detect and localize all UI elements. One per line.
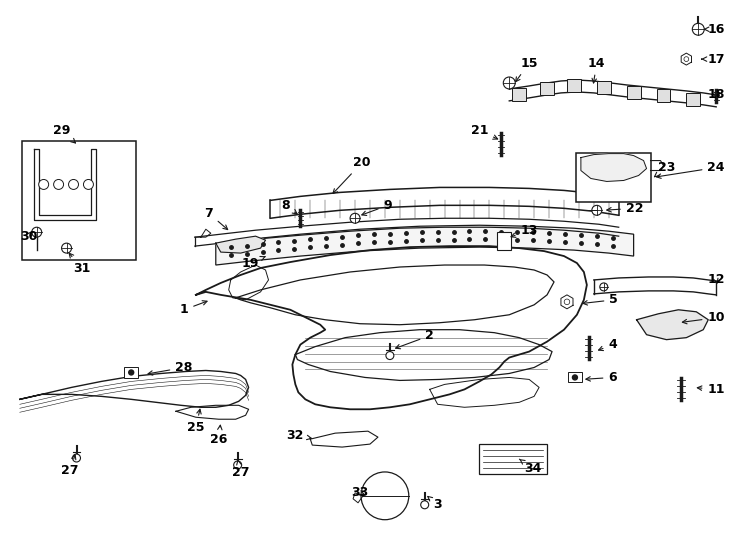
Text: 20: 20 <box>333 156 371 193</box>
Bar <box>597 81 611 94</box>
Bar <box>656 89 670 102</box>
Polygon shape <box>310 431 378 447</box>
Text: 28: 28 <box>148 361 192 375</box>
Circle shape <box>692 23 704 35</box>
Bar <box>498 232 512 250</box>
Circle shape <box>73 454 81 462</box>
Circle shape <box>504 77 515 89</box>
Polygon shape <box>20 370 249 407</box>
Text: 19: 19 <box>242 256 265 269</box>
Text: 17: 17 <box>702 52 725 65</box>
Text: 21: 21 <box>470 124 498 139</box>
Text: 11: 11 <box>697 383 725 396</box>
Circle shape <box>233 461 241 469</box>
Text: 5: 5 <box>583 293 618 306</box>
Text: 15: 15 <box>515 57 538 82</box>
Text: 1: 1 <box>180 301 207 316</box>
Polygon shape <box>636 310 708 340</box>
Bar <box>479 444 547 474</box>
Bar <box>512 88 526 101</box>
Text: 2: 2 <box>396 329 434 349</box>
Bar <box>22 140 137 260</box>
Text: 10: 10 <box>683 311 725 324</box>
Circle shape <box>600 283 608 291</box>
Polygon shape <box>561 295 573 309</box>
Circle shape <box>361 472 409 519</box>
Text: 24: 24 <box>656 161 725 178</box>
Text: 25: 25 <box>187 409 205 434</box>
Text: 3: 3 <box>428 496 442 511</box>
Bar <box>124 367 138 378</box>
Text: 32: 32 <box>287 429 311 442</box>
Text: 30: 30 <box>20 230 37 242</box>
Circle shape <box>573 375 578 380</box>
Bar <box>567 79 581 92</box>
Bar <box>540 82 554 95</box>
Circle shape <box>68 179 79 190</box>
Text: 26: 26 <box>210 425 228 446</box>
Text: 12: 12 <box>708 273 725 286</box>
Text: 14: 14 <box>588 57 606 83</box>
Bar <box>627 86 641 99</box>
Text: 22: 22 <box>607 202 644 215</box>
Text: 34: 34 <box>520 459 542 476</box>
Circle shape <box>62 243 71 253</box>
Text: 31: 31 <box>69 253 90 274</box>
Text: 9: 9 <box>362 199 392 215</box>
Circle shape <box>386 352 394 360</box>
Circle shape <box>128 370 134 375</box>
Text: 6: 6 <box>586 371 617 384</box>
Polygon shape <box>581 153 647 181</box>
Circle shape <box>84 179 93 190</box>
Circle shape <box>54 179 64 190</box>
Circle shape <box>684 57 688 62</box>
Circle shape <box>350 213 360 223</box>
Bar <box>686 93 700 106</box>
Polygon shape <box>681 53 691 65</box>
Text: 23: 23 <box>655 161 675 177</box>
Bar <box>576 153 650 202</box>
Text: 4: 4 <box>598 338 617 351</box>
Circle shape <box>39 179 48 190</box>
Bar <box>568 373 582 382</box>
Circle shape <box>564 299 570 305</box>
Polygon shape <box>176 406 249 419</box>
Text: 33: 33 <box>352 487 368 500</box>
Polygon shape <box>216 225 633 265</box>
Text: 13: 13 <box>511 224 538 238</box>
Text: 18: 18 <box>708 89 725 102</box>
Text: 27: 27 <box>232 460 250 480</box>
Text: 7: 7 <box>205 207 228 229</box>
Circle shape <box>421 501 429 509</box>
Text: 29: 29 <box>53 124 76 143</box>
Text: 27: 27 <box>61 455 79 477</box>
Text: 8: 8 <box>281 199 297 214</box>
Circle shape <box>592 205 602 215</box>
Text: 16: 16 <box>705 23 725 36</box>
Polygon shape <box>216 236 266 253</box>
Circle shape <box>32 227 42 237</box>
